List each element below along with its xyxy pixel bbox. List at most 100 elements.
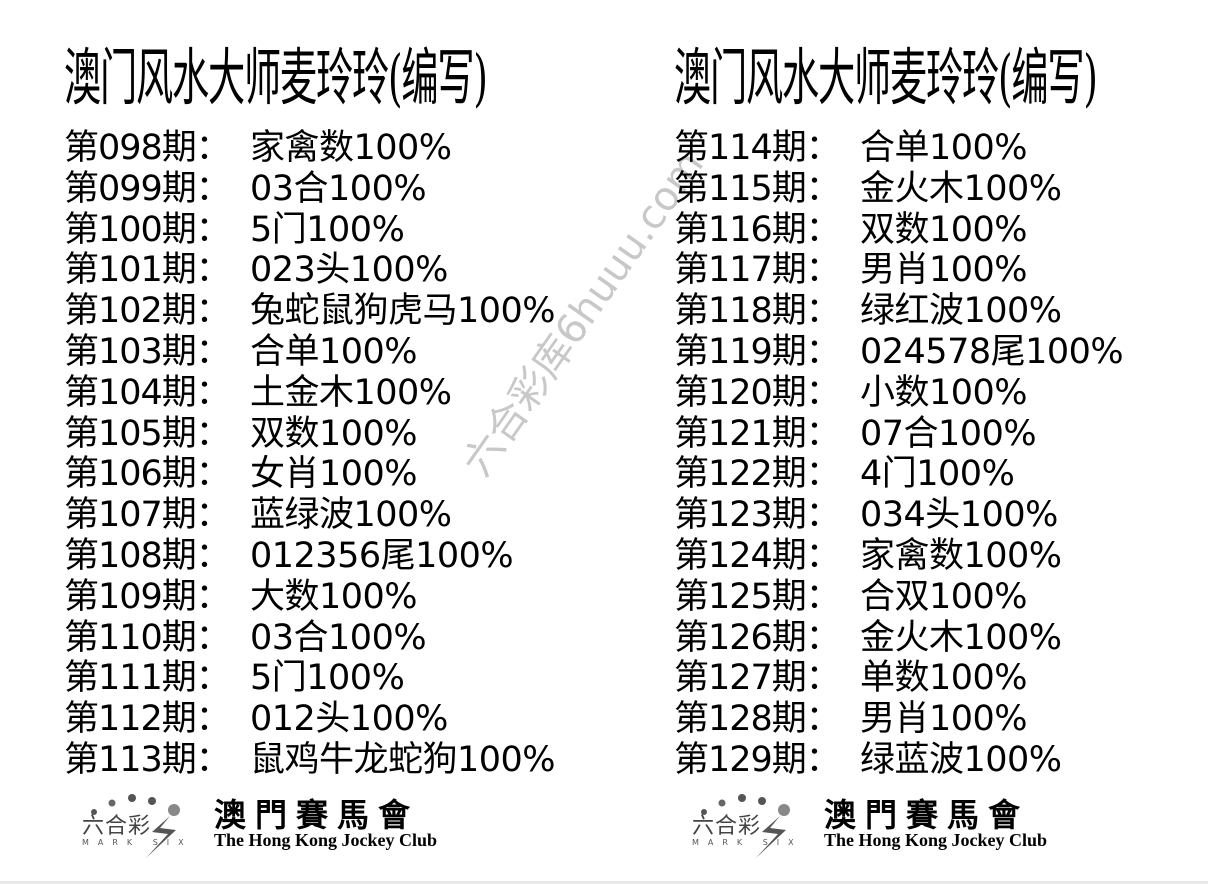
- prediction-row: 第115期： 金火木100%: [674, 169, 1123, 210]
- issue-label: 第105期：: [64, 413, 231, 454]
- prediction-row: 第106期： 女肖100%: [64, 454, 555, 495]
- prediction-row: 第124期： 家禽数100%: [674, 536, 1123, 577]
- prediction-row: 第100期： 5门100%: [64, 210, 555, 251]
- club-name-cn: 澳門賽馬會: [824, 796, 1030, 834]
- prediction-value: 双数100%: [860, 209, 1028, 250]
- prediction-row: 第123期： 034头100%: [674, 495, 1123, 536]
- prediction-list: 第114期： 合单100% 第115期： 金火木100% 第116期： 双数100% 第11…: [674, 128, 1124, 781]
- issue-label: 第100期：: [64, 209, 231, 250]
- prediction-value: 03合100%: [250, 617, 427, 658]
- prediction-row: 第128期： 男肖100%: [674, 699, 1123, 740]
- prediction-value: 双数100%: [250, 413, 418, 454]
- bottom-divider: [0, 881, 1208, 884]
- issue-label: 第107期：: [64, 495, 231, 536]
- prediction-value: 鼠鸡牛龙蛇狗100%: [250, 739, 556, 780]
- prediction-value: 金火木100%: [860, 617, 1062, 658]
- prediction-row: 第125期： 合双100%: [674, 577, 1123, 618]
- prediction-value: 5门100%: [250, 658, 405, 699]
- issue-label: 第113期：: [64, 739, 231, 780]
- mark-six-en: MARK SIX: [82, 838, 193, 847]
- mark-six-balls-icon: [91, 794, 180, 858]
- prediction-row: 第126期： 金火木100%: [674, 618, 1123, 659]
- prediction-row: 第102期： 兔蛇鼠狗虎马100%: [64, 291, 556, 332]
- issue-label: 第115期：: [674, 168, 841, 209]
- prediction-value: 蓝绿波100%: [250, 495, 452, 536]
- prediction-value: 012头100%: [250, 699, 448, 740]
- prediction-value: 合单100%: [860, 128, 1028, 168]
- issue-label: 第111期：: [64, 658, 231, 699]
- mark-six-en: MARK SIX: [692, 838, 803, 847]
- issue-label: 第122期：: [674, 454, 841, 495]
- prediction-row: 第116期： 双数100%: [674, 210, 1123, 251]
- prediction-row: 第129期： 绿蓝波100%: [674, 740, 1123, 781]
- issue-label: 第098期：: [64, 128, 231, 168]
- prediction-row: 第108期： 012356尾100%: [64, 536, 555, 577]
- prediction-row: 第098期： 家禽数100%: [64, 128, 555, 169]
- prediction-value: 女肖100%: [250, 454, 418, 495]
- prediction-row: 第109期： 大数100%: [64, 577, 555, 618]
- issue-label: 第114期：: [674, 128, 841, 168]
- column-title: 澳门风水大师麦玲玲(编写): [64, 41, 488, 114]
- prediction-value: 兔蛇鼠狗虎马100%: [250, 291, 556, 332]
- issue-label: 第118期：: [674, 291, 841, 332]
- issue-label: 第124期：: [674, 535, 841, 576]
- prediction-value: 023头100%: [250, 250, 448, 291]
- prediction-row: 第112期： 012头100%: [64, 699, 555, 740]
- issue-label: 第116期：: [674, 209, 841, 250]
- prediction-value: 012356尾100%: [250, 535, 514, 576]
- column-title: 澳门风水大师麦玲玲(编写): [674, 41, 1098, 114]
- issue-label: 第103期：: [64, 331, 231, 372]
- prediction-value: 单数100%: [860, 658, 1028, 699]
- prediction-row: 第117期： 男肖100%: [674, 250, 1123, 291]
- issue-label: 第121期：: [674, 413, 841, 454]
- prediction-row: 第104期： 土金木100%: [64, 373, 555, 414]
- club-name-cn: 澳門賽馬會: [214, 796, 420, 834]
- prediction-row: 第110期： 03合100%: [64, 618, 555, 659]
- mark-six-logo: 六合彩 MARK SIX: [682, 786, 812, 858]
- issue-label: 第125期：: [674, 576, 841, 617]
- issue-label: 第126期：: [674, 617, 841, 658]
- prediction-value: 家禽数100%: [250, 128, 452, 168]
- issue-label: 第119期：: [674, 331, 841, 372]
- issue-label: 第123期：: [674, 495, 841, 536]
- issue-label: 第120期：: [674, 372, 841, 413]
- issue-label: 第099期：: [64, 168, 231, 209]
- prediction-row: 第107期： 蓝绿波100%: [64, 495, 555, 536]
- issue-label: 第127期：: [674, 658, 841, 699]
- prediction-value: 034头100%: [860, 495, 1058, 536]
- prediction-value: 03合100%: [250, 168, 427, 209]
- issue-label: 第128期：: [674, 699, 841, 740]
- prediction-row: 第119期： 024578尾100%: [674, 331, 1124, 373]
- prediction-value: 绿红波100%: [860, 291, 1062, 332]
- prediction-row: 第101期： 023头100%: [64, 250, 555, 291]
- issue-label: 第129期：: [674, 739, 841, 780]
- prediction-row: 第103期： 合单100%: [64, 332, 555, 373]
- prediction-value: 男肖100%: [860, 699, 1028, 740]
- prediction-row: 第120期： 小数100%: [674, 373, 1123, 414]
- club-name-en: The Hong Kong Jockey Club: [824, 830, 1048, 850]
- prediction-row: 第114期： 合单100%: [674, 128, 1123, 169]
- prediction-row: 第127期： 单数100%: [674, 658, 1123, 699]
- prediction-value: 男肖100%: [860, 250, 1028, 291]
- prediction-list: 第098期： 家禽数100% 第099期： 03合100% 第100期： 5门100% 第1…: [64, 128, 556, 781]
- prediction-value: 5门100%: [250, 209, 405, 250]
- issue-label: 第102期：: [64, 291, 231, 332]
- prediction-value: 家禽数100%: [860, 535, 1062, 576]
- prediction-value: 合双100%: [860, 576, 1028, 617]
- prediction-value: 绿蓝波100%: [860, 739, 1062, 780]
- mark-six-cn: 六合彩: [82, 814, 152, 839]
- mark-six-cn: 六合彩: [692, 814, 762, 839]
- logo-block: 六合彩 MARK SIX 澳門賽馬會 The Hong Kong Jockey …: [64, 786, 504, 866]
- prediction-row: 第099期： 03合100%: [64, 169, 555, 210]
- mark-six-balls-icon: [701, 794, 790, 858]
- prediction-row: 第121期： 07合100%: [674, 414, 1123, 455]
- prediction-value: 4门100%: [860, 454, 1015, 495]
- prediction-value: 合单100%: [250, 331, 418, 372]
- issue-label: 第108期：: [64, 535, 231, 576]
- issue-label: 第112期：: [64, 699, 231, 740]
- mark-six-logo: 六合彩 MARK SIX: [72, 786, 202, 858]
- issue-label: 第117期：: [674, 250, 841, 291]
- logo-block: 六合彩 MARK SIX 澳門賽馬會 The Hong Kong Jockey …: [674, 786, 1114, 866]
- issue-label: 第104期：: [64, 372, 231, 413]
- prediction-value: 金火木100%: [860, 168, 1062, 209]
